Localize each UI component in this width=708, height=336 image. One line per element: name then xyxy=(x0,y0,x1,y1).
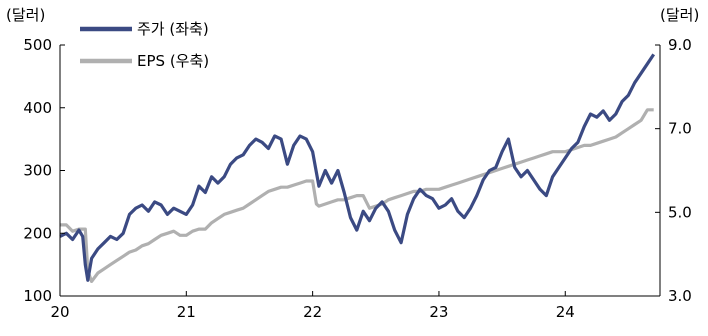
right-tick-label: 3.0 xyxy=(668,287,692,305)
legend-label-price: 주가 (좌축) xyxy=(137,20,209,38)
right-tick-label: 9.0 xyxy=(668,36,692,54)
left-tick-label: 100 xyxy=(23,287,52,305)
right-axis-unit: (달러) xyxy=(660,6,699,24)
left-tick-label: 400 xyxy=(23,99,52,117)
left-tick-label: 300 xyxy=(23,162,52,180)
series-layer xyxy=(59,53,656,283)
left-axis-ticks: 100 200 300 400 500 xyxy=(23,36,65,305)
legend-label-eps: EPS (우축) xyxy=(137,52,209,70)
x-tick-label: 24 xyxy=(556,303,575,321)
left-tick-label: 200 xyxy=(23,224,52,242)
right-tick-label: 7.0 xyxy=(668,120,692,138)
right-axis-ticks: 3.0 5.0 7.0 9.0 xyxy=(655,36,692,305)
x-axis-ticks: 20 21 22 23 24 xyxy=(50,291,575,321)
x-tick-label: 21 xyxy=(177,303,196,321)
x-tick-label: 23 xyxy=(429,303,448,321)
left-axis-unit: (달러) xyxy=(6,6,45,24)
eps-series-line xyxy=(60,108,654,283)
legend: 주가 (좌축) EPS (우축) xyxy=(80,20,209,70)
x-tick-label: 22 xyxy=(303,303,322,321)
x-tick-label: 20 xyxy=(50,303,69,321)
price-series-line xyxy=(59,53,656,282)
right-tick-label: 5.0 xyxy=(668,203,692,221)
left-tick-label: 500 xyxy=(23,36,52,54)
